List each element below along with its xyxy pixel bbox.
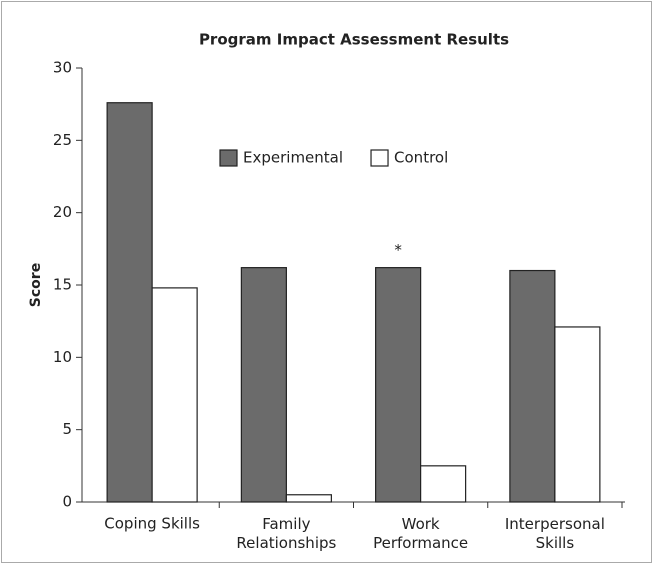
x-tick-label: Interpersonal Skills bbox=[505, 515, 605, 552]
y-axis-label: Score bbox=[28, 263, 44, 307]
y-tick-label: 15 bbox=[53, 276, 72, 294]
chart-title: Program Impact Assessment Results bbox=[199, 31, 509, 49]
y-tick-label: 10 bbox=[53, 348, 72, 366]
bar bbox=[554, 326, 601, 503]
legend-label: Experimental bbox=[243, 149, 343, 167]
x-tick-label: Work Performance bbox=[373, 515, 468, 552]
y-tick-label: 0 bbox=[62, 493, 72, 511]
x-tick-label: Coping Skills bbox=[104, 515, 200, 533]
bar bbox=[240, 267, 287, 503]
bar bbox=[375, 267, 422, 503]
bar bbox=[106, 102, 153, 503]
x-tick-label: Family Relationships bbox=[236, 515, 336, 552]
y-tick-label: 30 bbox=[53, 59, 72, 77]
y-tick-label: 5 bbox=[62, 420, 72, 438]
bar bbox=[509, 269, 556, 503]
bar bbox=[285, 494, 332, 503]
y-tick-label: 25 bbox=[53, 131, 72, 149]
legend-label: Control bbox=[394, 149, 448, 167]
legend-swatch bbox=[370, 149, 389, 167]
y-tick-label: 20 bbox=[53, 203, 72, 221]
legend-swatch bbox=[219, 149, 238, 167]
bar bbox=[420, 465, 467, 503]
annotation: * bbox=[394, 241, 402, 259]
bar bbox=[151, 287, 198, 503]
